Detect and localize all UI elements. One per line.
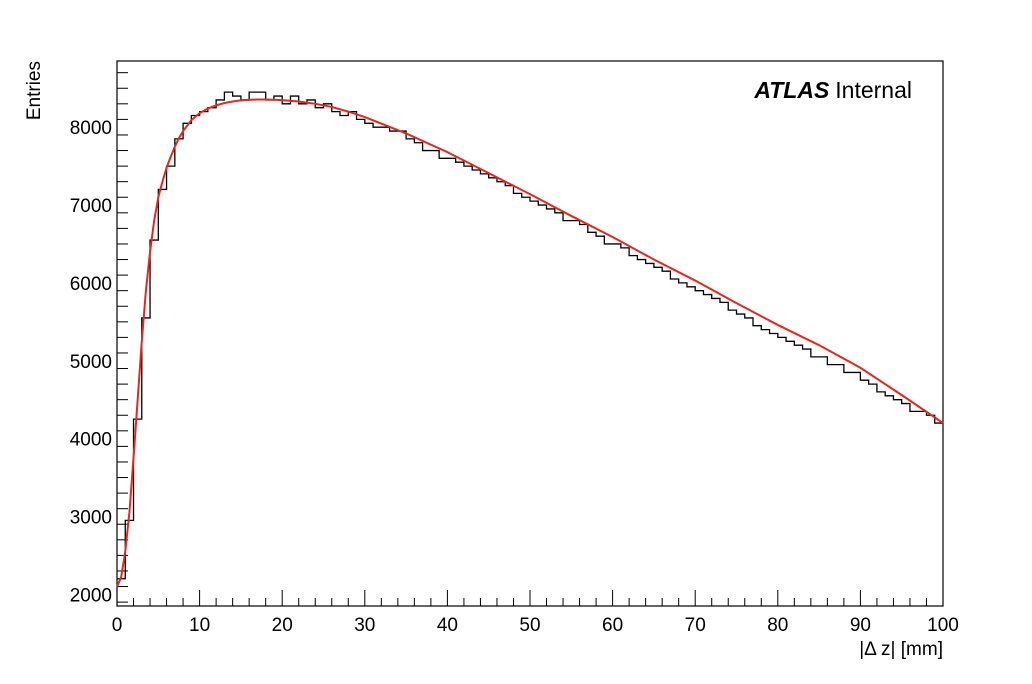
y-tick-label: 4000	[70, 430, 112, 451]
plot-frame	[116, 60, 944, 607]
atlas-label: ATLAS Internal	[753, 77, 912, 103]
x-tick-label: 90	[850, 615, 871, 636]
x-tick-label: 30	[354, 615, 375, 636]
fit-curve	[116, 98, 944, 587]
y-tick-label: 3000	[70, 507, 112, 528]
y-tick-label: 6000	[70, 274, 112, 295]
x-tick-label: 100	[927, 615, 959, 636]
atlas-label-plain: Internal	[835, 77, 912, 103]
y-tick-label: 2000	[70, 585, 112, 606]
y-axis-title: Entries	[24, 61, 45, 120]
x-axis: 0 10 20 30 40 50 60 70 80 90 100	[112, 590, 959, 636]
atlas-label-bold: ATLAS	[753, 77, 830, 103]
x-tick-label: 40	[437, 615, 458, 636]
y-tick-label: 5000	[70, 352, 112, 373]
y-tick-label: 7000	[70, 196, 112, 217]
x-tick-label: 50	[519, 615, 540, 636]
x-tick-label: 80	[767, 615, 788, 636]
x-tick-label: 70	[685, 615, 706, 636]
x-tick-label: 60	[602, 615, 623, 636]
x-axis-title: |Δ z| [mm]	[859, 639, 943, 660]
x-tick-label: 10	[189, 615, 210, 636]
y-tick-label: 8000	[70, 118, 112, 139]
x-tick-label: 0	[112, 615, 123, 636]
histogram-line	[117, 91, 943, 580]
series-layer	[116, 91, 944, 587]
x-tick-label: 20	[272, 615, 293, 636]
y-axis: 2000 3000 4000 5000 6000 7000 8000	[70, 72, 128, 606]
